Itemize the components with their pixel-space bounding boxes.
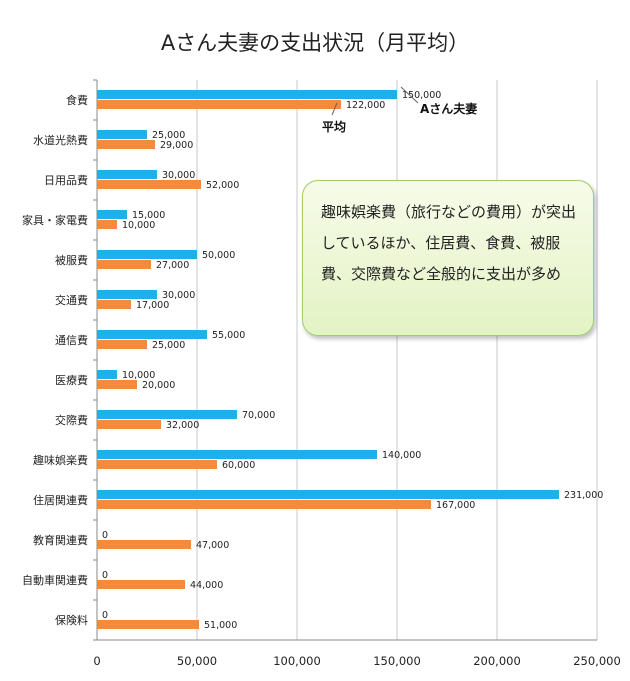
bar-a-fusai — [97, 210, 127, 219]
comment-callout: 趣味娯楽費（旅行などの費用）が突出しているほか、住居費、食費、被服費、交際費など… — [302, 180, 594, 336]
x-tick-label: 50,000 — [177, 654, 217, 668]
bar-heikin — [97, 380, 137, 389]
data-label: 0 — [102, 530, 108, 541]
bar-heikin — [97, 420, 161, 429]
bar-heikin — [97, 340, 147, 349]
x-tick-label: 0 — [93, 654, 100, 668]
category-label: 水道光熱費 — [33, 133, 88, 147]
data-label: 27,000 — [156, 260, 189, 271]
data-label: 30,000 — [162, 170, 195, 181]
category-label: 通信費 — [55, 333, 88, 347]
bar-a-fusai — [97, 490, 559, 499]
data-label: 167,000 — [436, 500, 475, 511]
data-label: 10,000 — [122, 220, 155, 231]
bar-heikin — [97, 460, 217, 469]
bar-heikin — [97, 100, 341, 109]
data-label: 140,000 — [382, 450, 421, 461]
data-label: 55,000 — [212, 330, 245, 341]
category-label: 被服費 — [55, 253, 88, 267]
data-label: 32,000 — [166, 420, 199, 431]
bar-heikin — [97, 300, 131, 309]
bar-heikin — [97, 260, 151, 269]
category-label: 交通費 — [55, 293, 88, 307]
category-labels: 食費水道光熱費日用品費家具・家電費被服費交通費通信費医療費交際費趣味娯楽費住居関… — [22, 93, 88, 627]
data-label: 17,000 — [136, 300, 169, 311]
category-label: 趣味娯楽費 — [33, 453, 88, 467]
data-labels: 150,000122,00025,00029,00030,00052,00015… — [102, 90, 603, 631]
data-label: 20,000 — [142, 380, 175, 391]
series-callouts: Aさん夫妻 平均 — [322, 86, 477, 134]
data-label: 70,000 — [242, 410, 275, 421]
x-tick-label: 150,000 — [373, 654, 421, 668]
data-label: 25,000 — [152, 340, 185, 351]
series-a-label: Aさん夫妻 — [420, 101, 477, 116]
data-label: 29,000 — [160, 140, 193, 151]
data-label: 122,000 — [346, 100, 385, 111]
x-tick-label: 100,000 — [273, 654, 321, 668]
category-label: 家具・家電費 — [22, 213, 88, 227]
data-label: 60,000 — [222, 460, 255, 471]
bar-a-fusai — [97, 370, 117, 379]
data-label: 25,000 — [152, 130, 185, 141]
data-label: 30,000 — [162, 290, 195, 301]
bar-a-fusai — [97, 330, 207, 339]
data-label: 231,000 — [564, 490, 603, 501]
data-label: 0 — [102, 610, 108, 621]
data-label: 50,000 — [202, 250, 235, 261]
bar-heikin — [97, 540, 191, 549]
gridlines — [93, 79, 598, 641]
bar-a-fusai — [97, 250, 197, 259]
category-label: 医療費 — [55, 373, 88, 387]
data-label: 15,000 — [132, 210, 165, 221]
series-b-label: 平均 — [322, 119, 346, 134]
category-label: 日用品費 — [44, 173, 88, 187]
data-label: 0 — [102, 570, 108, 581]
bar-heikin — [97, 140, 155, 149]
x-tick-label: 250,000 — [573, 654, 621, 668]
bar-a-fusai — [97, 130, 147, 139]
bar-heikin — [97, 620, 199, 629]
data-label: 52,000 — [206, 180, 239, 191]
category-label: 交際費 — [55, 413, 88, 427]
data-label: 150,000 — [402, 90, 441, 101]
bar-heikin — [97, 220, 117, 229]
data-label: 10,000 — [122, 370, 155, 381]
bar-a-fusai — [97, 170, 157, 179]
category-label: 食費 — [66, 93, 88, 107]
data-label: 44,000 — [190, 580, 223, 591]
chart-title: Aさん夫妻の支出状況（月平均） — [161, 31, 469, 55]
bar-heikin — [97, 580, 185, 589]
series-a-leader-line — [400, 86, 419, 104]
category-label: 住居関連費 — [33, 493, 88, 507]
category-label: 自動車関連費 — [22, 573, 88, 587]
category-label: 保険料 — [55, 613, 88, 627]
data-label: 47,000 — [196, 540, 229, 551]
bar-heikin — [97, 500, 431, 509]
series-b-leader-line — [331, 102, 338, 116]
bar-a-fusai — [97, 450, 377, 459]
bars — [97, 90, 559, 629]
category-label: 教育関連費 — [33, 533, 88, 547]
bar-a-fusai — [97, 410, 237, 419]
x-tick-label: 200,000 — [473, 654, 521, 668]
data-label: 51,000 — [204, 620, 237, 631]
bar-a-fusai — [97, 290, 157, 299]
bar-a-fusai — [97, 90, 397, 99]
x-tick-labels: 0 50,000 100,000 150,000 200,000 250,000 — [93, 654, 620, 668]
bar-heikin — [97, 180, 201, 189]
